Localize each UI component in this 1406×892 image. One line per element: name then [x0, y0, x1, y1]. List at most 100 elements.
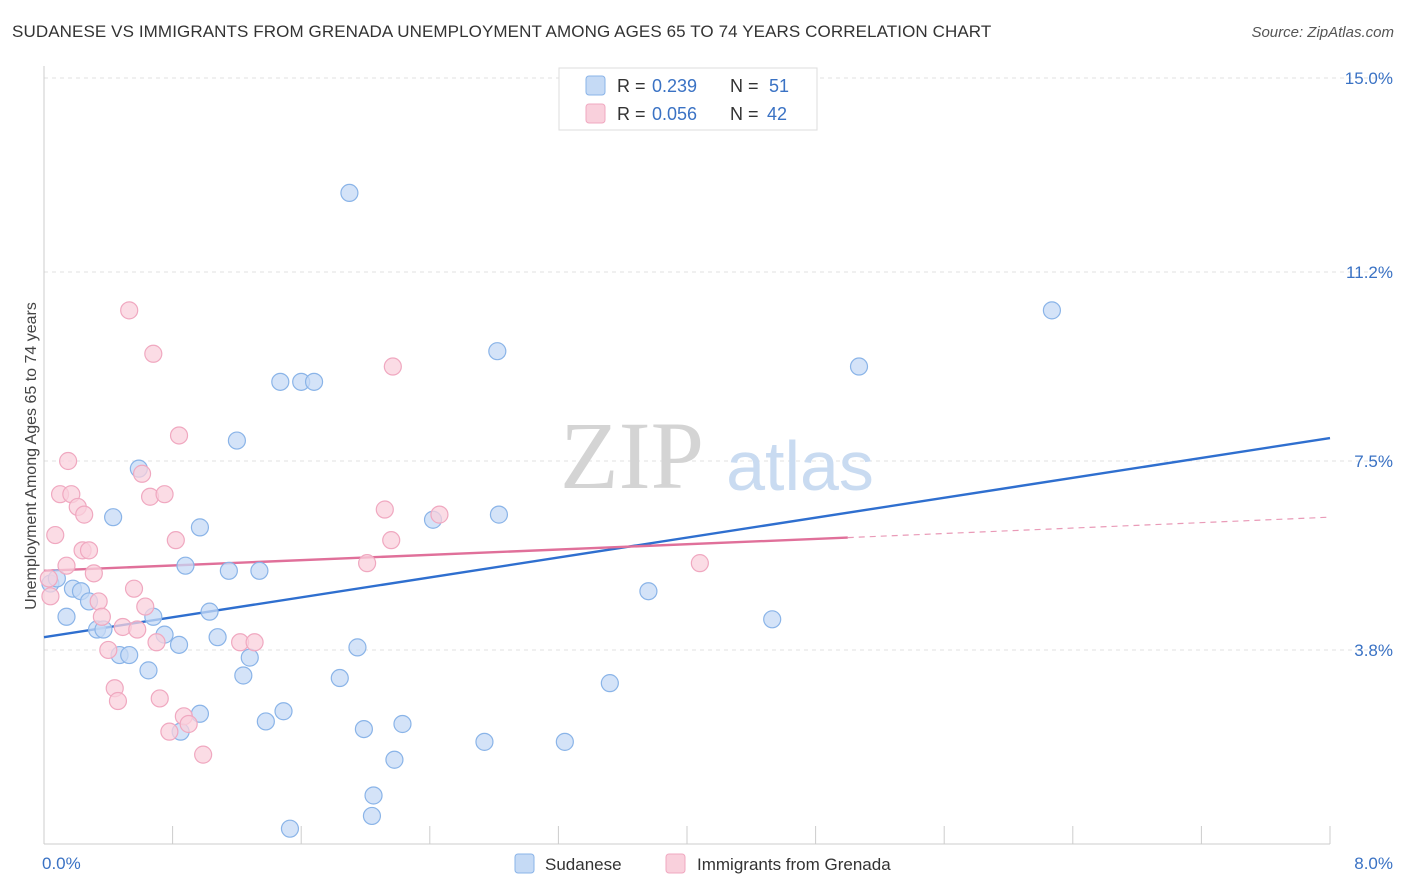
- y-tick-label: 3.8%: [1354, 641, 1393, 660]
- data-point-sudanese: [364, 786, 383, 805]
- data-point-sudanese: [139, 661, 158, 680]
- legend-bottom: Sudanese Immigrants from Grenada: [514, 853, 891, 874]
- y-tick-label: 7.5%: [1354, 452, 1393, 471]
- data-point-sudanese: [385, 750, 404, 769]
- data-point-grenada: [166, 531, 185, 550]
- data-point-grenada: [132, 464, 152, 483]
- data-point-sudanese: [639, 582, 658, 601]
- data-point-grenada: [46, 525, 65, 545]
- data-point-grenada: [160, 722, 179, 741]
- data-point-grenada: [84, 564, 103, 583]
- data-point-sudanese: [274, 702, 293, 721]
- data-point-sudanese: [256, 712, 275, 731]
- data-point-sudanese: [362, 806, 382, 826]
- chart-title: SUDANESE VS IMMIGRANTS FROM GRENADA UNEM…: [12, 22, 992, 41]
- y-tick-label: 11.2%: [1346, 263, 1393, 282]
- data-point-sudanese: [250, 561, 269, 580]
- data-point-sudanese: [600, 674, 619, 693]
- data-point-grenada: [383, 357, 402, 376]
- data-point-sudanese: [330, 668, 349, 688]
- y-tick-labels: 3.8% 7.5% 11.2% 15.0%: [1345, 69, 1393, 660]
- source-credit: Source: ZipAtlas.com: [1251, 24, 1394, 41]
- data-point-sudanese: [555, 732, 574, 751]
- data-point-sudanese: [120, 645, 139, 665]
- data-point-grenada: [59, 451, 78, 471]
- legend-r-label-1: R =: [617, 76, 646, 96]
- data-point-sudanese: [475, 732, 494, 751]
- data-point-sudanese: [104, 508, 123, 527]
- data-point-grenada: [108, 691, 128, 711]
- data-point-sudanese: [227, 431, 246, 450]
- data-point-grenada: [375, 500, 394, 519]
- legend-n-label-2: N =: [730, 104, 759, 124]
- data-point-grenada: [245, 633, 264, 652]
- legend-bottom-swatch-grenada: [665, 853, 686, 874]
- legend-n-value-1: 51: [769, 76, 789, 96]
- data-point-sudanese: [348, 638, 367, 657]
- data-point-grenada: [57, 556, 76, 575]
- data-point-sudanese: [240, 648, 259, 667]
- legend-top: R = 0.239 N = 51 R = 0.056 N = 42: [558, 67, 818, 131]
- data-point-grenada: [39, 569, 58, 588]
- data-point-sudanese: [488, 342, 507, 361]
- data-point-sudanese: [57, 607, 76, 626]
- data-point-grenada: [150, 689, 169, 708]
- watermark-atlas: atlas: [726, 427, 874, 505]
- data-point-grenada: [194, 745, 213, 764]
- legend-swatch-grenada: [585, 103, 606, 124]
- data-point-grenada: [144, 344, 163, 363]
- data-point-grenada: [79, 541, 99, 560]
- legend-n-value-2: 42: [767, 104, 787, 124]
- legend-bottom-label-sudanese: Sudanese: [545, 855, 622, 874]
- y-axis-label: Unemployment Among Ages 65 to 74 years: [23, 302, 40, 610]
- legend-r-value-2: 0.056: [652, 104, 697, 124]
- data-point-grenada: [179, 714, 198, 734]
- data-point-grenada: [147, 633, 166, 652]
- data-point-sudanese: [200, 602, 219, 621]
- data-point-sudanese: [849, 357, 869, 376]
- data-point-sudanese: [1042, 301, 1062, 320]
- data-point-grenada: [155, 485, 174, 504]
- legend-bottom-swatch-sudanese: [514, 853, 535, 874]
- legend-swatch-sudanese: [585, 75, 606, 96]
- data-point-grenada: [124, 579, 144, 598]
- data-point-sudanese: [280, 819, 300, 838]
- data-point-sudanese: [234, 666, 253, 685]
- data-point-sudanese: [763, 610, 782, 629]
- trend-line-sudanese: [43, 436, 1331, 639]
- data-point-grenada: [120, 301, 139, 320]
- data-point-grenada: [75, 505, 94, 524]
- data-point-grenada: [92, 607, 111, 626]
- trend-line-grenada: [43, 536, 848, 572]
- watermark-zip: ZIP: [560, 402, 704, 509]
- data-point-grenada: [430, 505, 449, 524]
- data-point-sudanese: [271, 372, 290, 391]
- data-point-sudanese: [340, 183, 359, 202]
- legend-n-label-1: N =: [730, 76, 759, 96]
- data-points: [39, 183, 1062, 838]
- data-point-grenada: [358, 554, 377, 573]
- trend-line-extension-grenada: [847, 516, 1331, 539]
- data-point-sudanese: [354, 719, 373, 739]
- data-point-grenada: [382, 531, 401, 550]
- data-point-sudanese: [190, 518, 210, 537]
- data-point-sudanese: [393, 714, 412, 734]
- data-point-grenada: [41, 587, 60, 606]
- y-tick-label: 15.0%: [1345, 69, 1393, 88]
- data-point-grenada: [690, 554, 709, 573]
- data-point-sudanese: [489, 505, 509, 524]
- data-point-sudanese: [304, 372, 324, 391]
- data-point-sudanese: [176, 556, 195, 575]
- data-point-grenada: [128, 620, 147, 639]
- x-tick-label-min: 0.0%: [42, 854, 81, 873]
- data-point-grenada: [99, 640, 118, 660]
- data-point-grenada: [169, 426, 189, 445]
- data-point-sudanese: [169, 635, 189, 654]
- x-ticks: [43, 826, 1331, 844]
- data-point-sudanese: [208, 628, 227, 647]
- x-tick-label-max: 8.0%: [1354, 854, 1393, 873]
- legend-r-value-1: 0.239: [652, 76, 697, 96]
- data-point-grenada: [89, 592, 108, 611]
- legend-bottom-label-grenada: Immigrants from Grenada: [697, 855, 891, 874]
